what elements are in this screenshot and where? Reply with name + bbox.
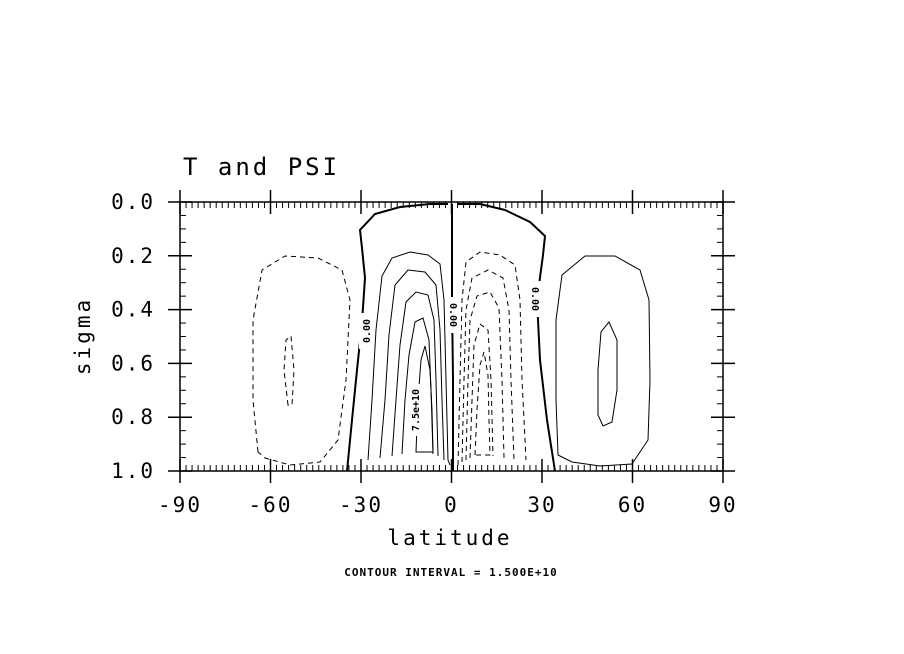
svg-text:0.00: 0.00 [362, 319, 373, 343]
contour-label-zero-west: 0.00 [359, 313, 373, 349]
contour-negative-5 [474, 351, 491, 456]
x-tick-label: -30 [339, 493, 383, 517]
y-tick-label: 0.8 [111, 405, 155, 429]
contour-north-outer [555, 255, 651, 467]
contour-south-inner [283, 335, 295, 406]
svg-text:0.00: 0.00 [529, 287, 540, 311]
contour-label-zero-east: 0.00 [529, 281, 543, 317]
y-tick-label: 0.4 [111, 298, 155, 322]
x-tick-label: 60 [618, 493, 647, 517]
contour-positive-3 [391, 291, 439, 457]
y-tick-labels: 0.0 0.2 0.4 0.6 0.8 1.0 [111, 190, 155, 483]
contour-label-max: 7.5e+10 [408, 384, 422, 436]
x-tick-label: 90 [708, 493, 737, 517]
contour-labels: 0.00 7.5e+10 0.00 0.00 [359, 281, 543, 436]
x-tick-label: 30 [527, 493, 556, 517]
contour-negative-4 [469, 323, 494, 459]
contour-negative-1 [457, 251, 527, 466]
contour-positive-1 [367, 251, 451, 466]
contour-interval-note: CONTOUR INTERVAL = 1.500E+10 [344, 566, 557, 579]
contour-positive-2 [379, 269, 445, 461]
y-tick-label: 0.2 [111, 244, 155, 268]
y-tick-label: 1.0 [111, 459, 155, 483]
svg-text:7.5e+10: 7.5e+10 [411, 389, 422, 431]
contour-label-zero-equator: 0.00 [447, 297, 461, 333]
y-tick-label: 0.0 [111, 190, 155, 214]
x-tick-label: 0 [444, 493, 459, 517]
contour-north-inner [597, 321, 618, 427]
y-tick-label: 0.6 [111, 351, 155, 375]
x-tick-label: -90 [158, 493, 202, 517]
major-ticks [168, 190, 735, 483]
contour-negative-3 [465, 291, 505, 461]
zero-contour-west [346, 203, 448, 472]
zero-contour-east [457, 203, 556, 472]
chart-title: T and PSI [183, 153, 340, 181]
zero-contour-equator [451, 204, 454, 471]
x-axis-label: latitude [387, 526, 512, 550]
x-tick-labels: -90 -60 -30 0 30 60 90 [158, 493, 737, 517]
contour-south-outer [252, 255, 351, 466]
contour-negative-2 [461, 269, 515, 463]
y-axis-label: sigma [71, 297, 95, 375]
x-tick-label: -60 [249, 493, 293, 517]
contour-lines [252, 203, 651, 472]
svg-text:0.00: 0.00 [447, 303, 458, 327]
